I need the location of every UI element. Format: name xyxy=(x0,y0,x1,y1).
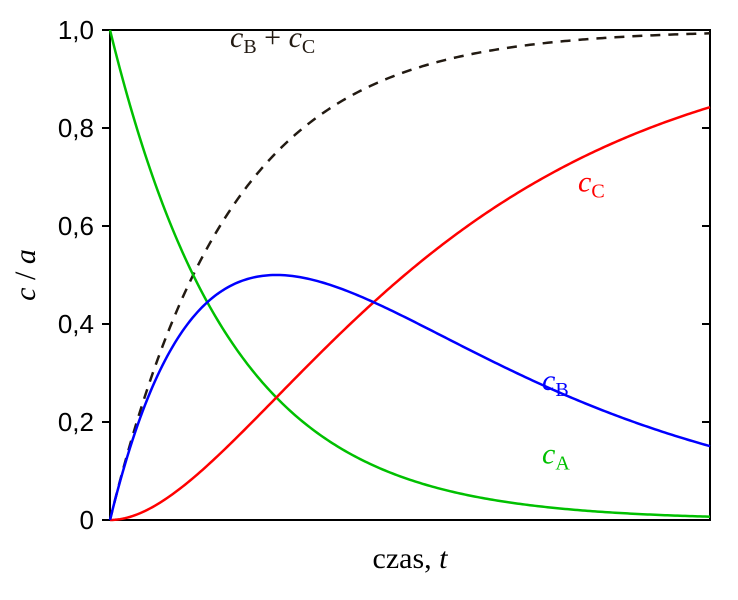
x-axis-label: czas, t xyxy=(373,542,449,575)
ytick-label: 0,6 xyxy=(58,211,94,241)
ytick-label: 0,4 xyxy=(58,309,94,339)
ytick-label: 0,8 xyxy=(58,113,94,143)
chart-container: 00,20,40,60,81,0cAcBcCcB + cCczas, tc / … xyxy=(0,0,738,600)
y-axis-label: c / a xyxy=(9,249,42,301)
kinetics-chart: 00,20,40,60,81,0cAcBcCcB + cCczas, tc / … xyxy=(0,0,738,600)
ytick-label: 0,2 xyxy=(58,407,94,437)
ytick-label: 1,0 xyxy=(58,15,94,45)
ytick-label: 0 xyxy=(80,505,94,535)
